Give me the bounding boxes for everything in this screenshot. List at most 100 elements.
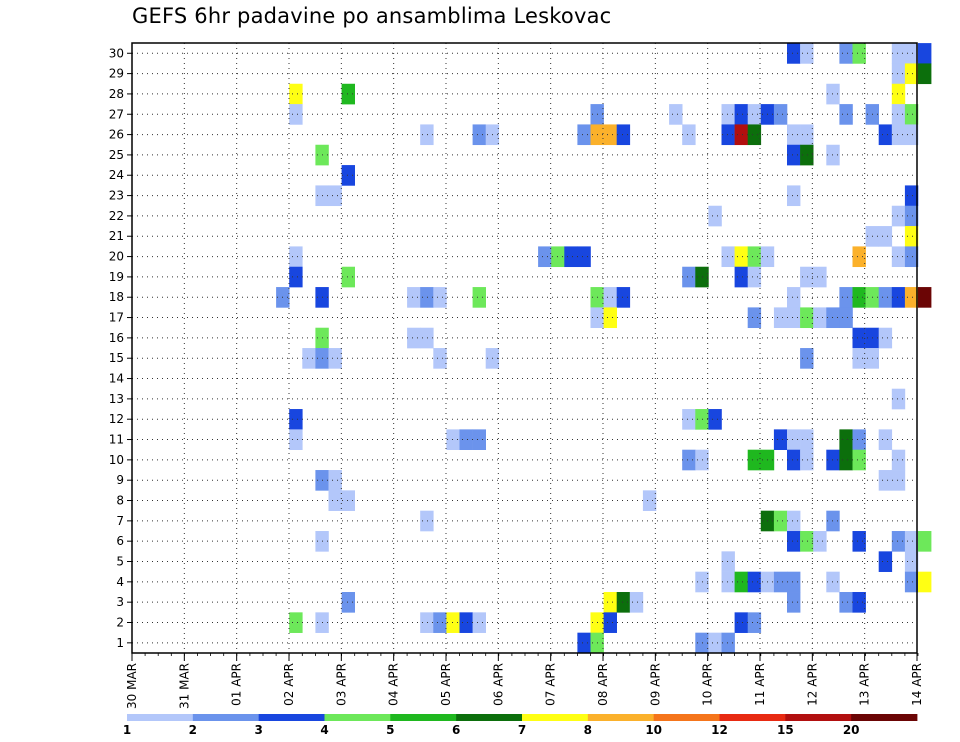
heatmap-cell [446, 429, 460, 450]
y-tick-label: 6 [116, 534, 124, 548]
heatmap-cell [878, 287, 893, 308]
heatmap-cell [839, 449, 853, 471]
heatmap-cell [341, 592, 355, 613]
heatmap-cell [708, 205, 722, 227]
heatmap-cell [734, 612, 748, 633]
heatmap-cell [878, 124, 893, 146]
heatmap-cell [328, 348, 342, 369]
heatmap-cell [721, 104, 735, 125]
heatmap-cell [800, 307, 814, 329]
colorbar-label: 7 [518, 723, 526, 737]
y-tick-label: 20 [109, 250, 124, 264]
colorbar-swatch [258, 714, 325, 721]
heatmap-cell [891, 83, 906, 105]
heatmap-cell [747, 124, 762, 146]
y-tick-label: 22 [109, 209, 124, 223]
heatmap-cell [787, 287, 801, 308]
heatmap-cell [891, 449, 906, 471]
heatmap-cell [420, 124, 434, 146]
x-axis: 30 MAR 31 MAR 01 APR 02 APR 03 APR 04 APR 05 A… [125, 653, 924, 709]
x-tick-label: 11 APR [753, 663, 767, 706]
heatmap-cell [629, 592, 644, 613]
colorbar-label: 4 [320, 723, 328, 737]
x-tick-label: 13 APR [858, 663, 872, 706]
heatmap-cell [787, 124, 801, 146]
y-tick-label: 9 [116, 473, 124, 487]
heatmap-cell [904, 124, 919, 146]
heatmap-cell [852, 43, 866, 64]
heatmap-cell [773, 104, 788, 125]
heatmap-cell [904, 226, 919, 247]
x-tick-label: 12 APR [805, 663, 819, 706]
heatmap-cell [446, 612, 460, 633]
x-tick-label: 03 APR [334, 663, 348, 706]
heatmap-cell [918, 531, 932, 552]
x-tick-label: 04 APR [387, 663, 401, 706]
heatmap-cell [891, 205, 906, 227]
y-tick-label: 28 [109, 87, 124, 101]
y-tick-label: 10 [109, 453, 124, 467]
heatmap-cells [276, 43, 932, 654]
colorbar-swatch [324, 714, 391, 721]
heatmap-cell [891, 104, 906, 125]
heatmap-cell [734, 571, 748, 593]
heatmap-cell [577, 632, 591, 654]
heatmap-cell [616, 592, 631, 613]
y-tick-label: 12 [109, 412, 124, 426]
heatmap-cell [642, 490, 657, 511]
y-axis: 1234567891011121314151617181920212223242… [109, 46, 132, 650]
heatmap-cell [787, 592, 801, 613]
heatmap-cell [433, 287, 447, 308]
colorbar-swatch [127, 714, 194, 721]
colorbar-label: 8 [584, 723, 592, 737]
heatmap-cell [682, 266, 696, 288]
y-tick-label: 3 [116, 595, 124, 609]
heatmap-cell [839, 307, 853, 329]
colorbar-swatch [719, 714, 786, 721]
y-tick-label: 4 [116, 575, 124, 589]
x-tick-label: 01 APR [230, 663, 244, 706]
y-tick-label: 25 [109, 148, 124, 162]
heatmap-cell [787, 510, 801, 532]
x-tick-label: 02 APR [282, 663, 296, 706]
heatmap-cell [289, 83, 303, 105]
heatmap-cell [747, 449, 762, 471]
colorbar-label: 3 [254, 723, 262, 737]
heatmap-cell [420, 612, 434, 633]
heatmap-cell [787, 144, 801, 166]
heatmap-cell [904, 531, 919, 552]
colorbar-label: 6 [452, 723, 460, 737]
heatmap-cell [459, 612, 473, 633]
y-tick-label: 11 [109, 433, 124, 447]
heatmap-cell [904, 63, 919, 85]
heatmap-cell [852, 531, 866, 552]
heatmap-cell [800, 449, 814, 471]
colorbar-swatch [192, 714, 260, 721]
heatmap-cell [472, 612, 486, 633]
heatmap-cell [721, 551, 735, 572]
heatmap-cell [787, 429, 801, 450]
y-tick-label: 14 [109, 372, 124, 386]
heatmap-cell [682, 124, 696, 146]
x-tick-label: 10 APR [701, 663, 715, 706]
heatmap-cell [800, 531, 814, 552]
colorbar-label: 20 [843, 723, 860, 737]
heatmap-cell [472, 429, 486, 450]
heatmap-cell [852, 348, 866, 369]
x-tick-label: 09 APR [648, 663, 662, 706]
colorbar-swatch [785, 714, 852, 721]
heatmap-cell [577, 246, 591, 268]
heatmap-cell [839, 429, 853, 450]
heatmap-cell [721, 124, 735, 146]
colorbar-swatch [587, 714, 655, 721]
y-tick-label: 2 [116, 616, 124, 630]
heatmap-cell [839, 104, 853, 125]
heatmap-cell [341, 490, 355, 511]
colorbar: 1 2 3 4 5 6 7 8 10 12 15 20 [123, 714, 918, 737]
heatmap-cell [918, 571, 932, 593]
y-tick-label: 15 [109, 351, 124, 365]
heatmap-cell [747, 571, 762, 593]
grid-lines [132, 43, 917, 653]
heatmap-cell [918, 43, 932, 64]
heatmap-cell [734, 124, 748, 146]
